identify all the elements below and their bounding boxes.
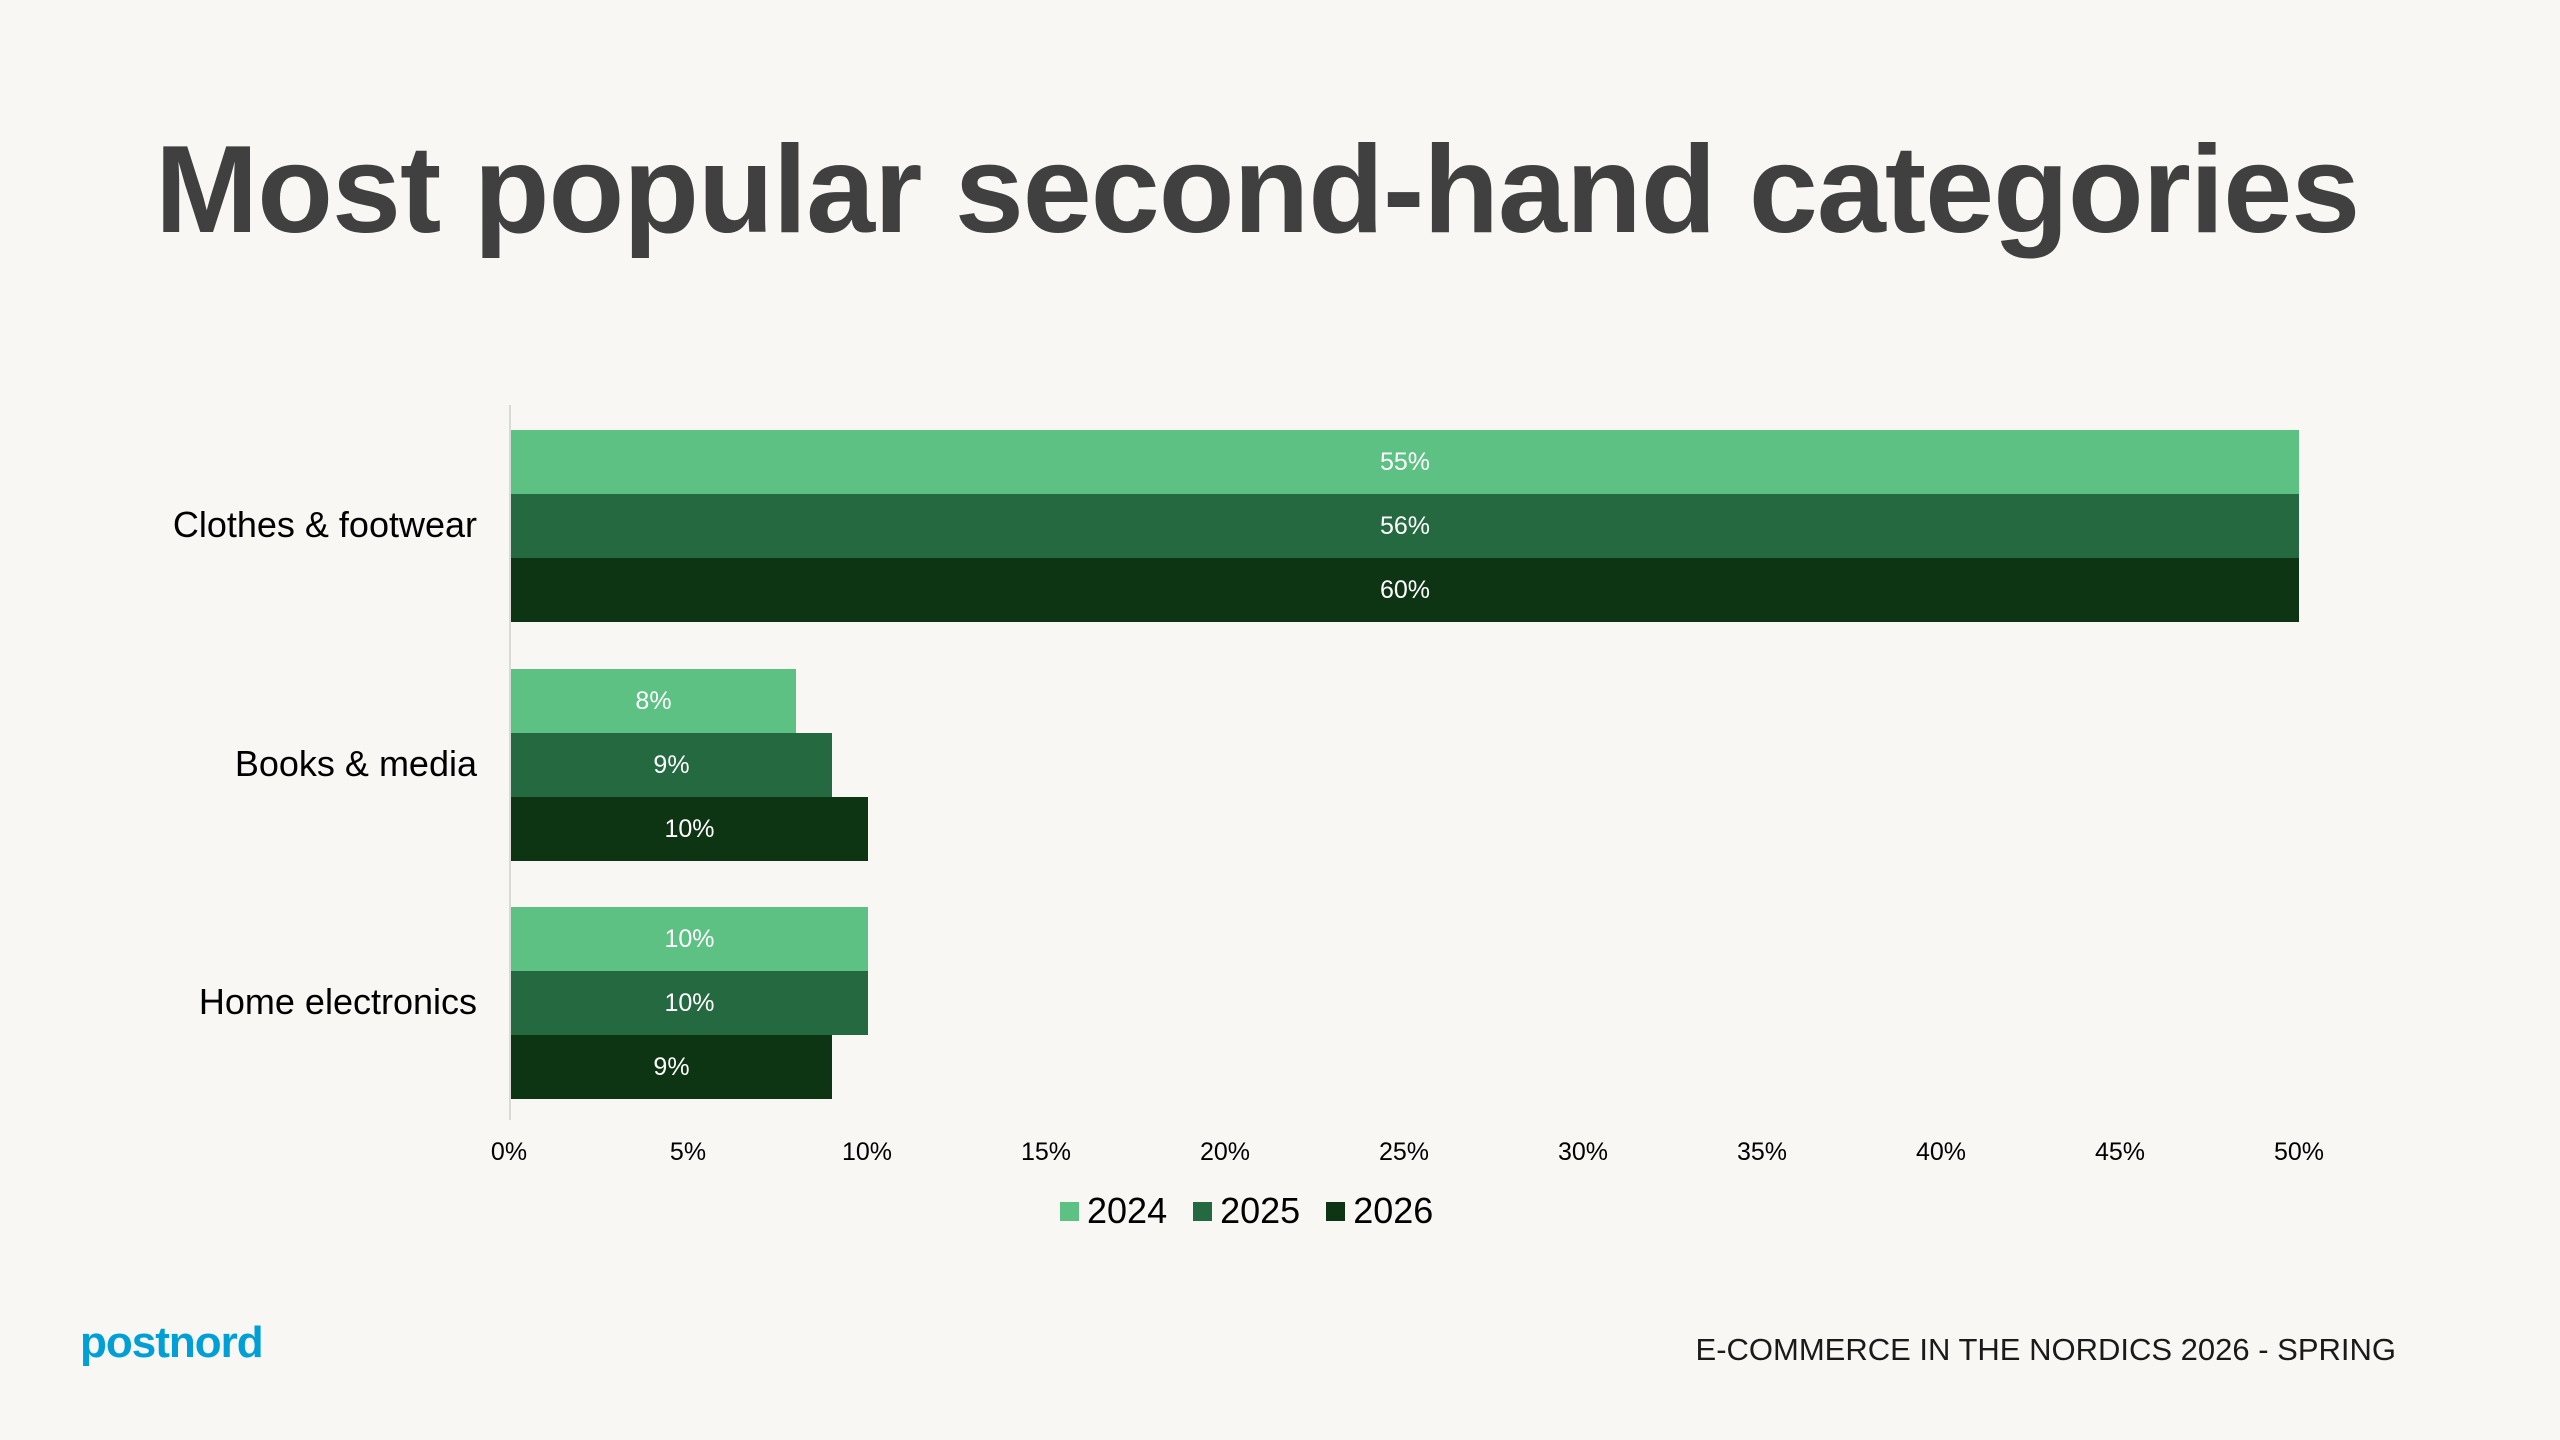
x-tick-label: 25% xyxy=(1378,1138,1430,1166)
x-tick-label: 45% xyxy=(2094,1138,2146,1166)
chart-legend: 2024 2025 2026 xyxy=(1060,1190,1433,1232)
legend-label: 2025 xyxy=(1220,1190,1301,1231)
bar-clothes-2025: 56% xyxy=(511,494,2299,558)
slide-title: Most popular second-hand categories xyxy=(155,121,2360,259)
x-tick-label: 35% xyxy=(1736,1138,1788,1166)
category-label-clothes: Clothes & footwear xyxy=(172,504,477,545)
x-tick-label: 40% xyxy=(1915,1138,1967,1166)
bar-value-label: 9% xyxy=(653,751,690,779)
y-axis-line xyxy=(509,405,511,1120)
x-tick-label: 30% xyxy=(1557,1138,1609,1166)
bar-value-label: 10% xyxy=(664,925,715,953)
bar-books-2024: 8% xyxy=(511,669,796,733)
legend-label: 2024 xyxy=(1087,1190,1168,1231)
postnord-logo: postnord xyxy=(80,1318,264,1367)
bar-electronics-2026: 9% xyxy=(511,1035,832,1099)
legend-item-2025: 2025 xyxy=(1193,1190,1300,1232)
bar-electronics-2025: 10% xyxy=(511,971,868,1035)
legend-item-2024: 2024 xyxy=(1060,1190,1167,1232)
x-tick-label: 5% xyxy=(669,1138,707,1166)
bar-value-label: 10% xyxy=(664,815,715,843)
bar-electronics-2024: 10% xyxy=(511,907,868,971)
bar-value-label: 55% xyxy=(1379,448,1431,476)
x-tick-label: 15% xyxy=(1020,1138,1072,1166)
legend-item-2026: 2026 xyxy=(1326,1190,1433,1232)
bar-value-label: 9% xyxy=(653,1053,690,1081)
legend-swatch-icon xyxy=(1326,1201,1346,1221)
legend-swatch-icon xyxy=(1060,1201,1079,1221)
x-tick-label: 10% xyxy=(841,1138,893,1166)
bar-value-label: 60% xyxy=(1379,576,1431,604)
legend-label: 2026 xyxy=(1353,1190,1434,1231)
footer-text: E-COMMERCE IN THE NORDICS 2026 - SPRING xyxy=(1695,1332,2396,1367)
x-tick-label: 0% xyxy=(490,1138,528,1166)
category-label-electronics: Home electronics xyxy=(198,981,477,1022)
x-tick-label: 20% xyxy=(1199,1138,1251,1166)
bar-books-2026: 10% xyxy=(511,797,868,861)
legend-swatch-icon xyxy=(1193,1201,1213,1221)
bar-clothes-2024: 55% xyxy=(511,430,2299,494)
bar-value-label: 8% xyxy=(635,687,672,715)
bar-books-2025: 9% xyxy=(511,733,832,797)
category-label-books: Books & media xyxy=(234,743,477,784)
bar-clothes-2026: 60% xyxy=(511,558,2299,622)
bar-value-label: 10% xyxy=(664,989,715,1017)
x-tick-label: 50% xyxy=(2273,1138,2325,1166)
bar-value-label: 56% xyxy=(1379,512,1431,540)
